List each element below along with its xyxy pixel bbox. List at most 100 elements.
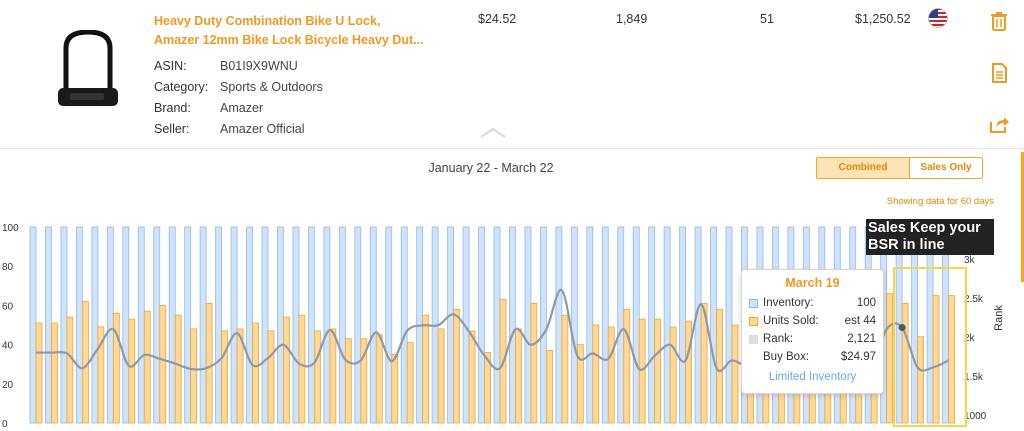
units-sold-bar — [901, 303, 909, 424]
inventory-bar — [493, 226, 501, 424]
inventory-bar — [524, 226, 532, 424]
brand-label: Brand: — [154, 101, 191, 115]
units-sold-bar — [51, 322, 58, 424]
date-range: January 22 - March 22 — [428, 161, 554, 175]
units-sold-bar — [252, 322, 259, 424]
product-title[interactable]: Heavy Duty Combination Bike U Lock, Amaz… — [154, 12, 454, 50]
units-sold-bar — [313, 330, 321, 424]
units-sold-bar — [932, 295, 940, 424]
product-title-line1[interactable]: Heavy Duty Combination Bike U Lock, — [154, 14, 381, 28]
seller-value: Amazer Official — [220, 122, 305, 136]
limited-inventory-link[interactable]: Limited Inventory — [768, 371, 857, 383]
product-details: ASIN: B01I9X9WNU Category: Sports & Outdoo… — [154, 56, 323, 140]
y-right-tick-label: 3k — [964, 255, 976, 266]
divider — [0, 148, 1024, 149]
inventory-bar — [354, 226, 362, 424]
y-left-tick-label: 0 — [2, 419, 8, 430]
units-sold-bar — [66, 316, 74, 424]
inventory-bar — [292, 226, 300, 424]
trash-icon[interactable] — [988, 10, 1010, 32]
inventory-bar — [29, 226, 37, 424]
inventory-bar — [617, 226, 625, 424]
inventory-bar — [199, 226, 207, 424]
tooltip-rank-label: Rank: — [763, 333, 794, 345]
inventory-bar — [663, 226, 671, 424]
inventory-bar — [632, 226, 640, 424]
units-sold-bar — [159, 305, 167, 424]
units-sold-bar — [97, 326, 105, 424]
toggle-sales-only-button[interactable]: Sales Only — [910, 158, 982, 178]
units-sold-bar — [654, 318, 662, 424]
inventory-bar — [277, 226, 284, 424]
rank-hover-point — [898, 324, 906, 332]
y-right-axis-label: Rank — [993, 305, 1005, 331]
units-sold-bar — [546, 350, 553, 424]
inventory-bar — [586, 226, 594, 424]
units-sold-bar — [174, 314, 182, 424]
inventory-bar — [710, 226, 717, 424]
inventory-bar — [184, 226, 192, 424]
y-left-tick-label: 20 — [2, 380, 14, 391]
inventory-bar — [385, 226, 393, 424]
annotation-line2: BSR in line — [868, 237, 945, 253]
units-sold-bar — [623, 308, 631, 424]
inventory-bar — [91, 226, 99, 424]
units-sold-bar — [468, 330, 476, 424]
chart-mode-toggle[interactable]: Combined Sales Only — [816, 157, 983, 179]
inventory-bar — [153, 226, 161, 424]
inventory-bar — [60, 226, 68, 424]
units-sold-bar — [205, 303, 213, 424]
product-title-line2[interactable]: Amazer 12mm Bike Lock Bicycle Heavy Dut.… — [154, 33, 424, 47]
inventory-bar — [122, 226, 130, 424]
inventory-bar — [478, 226, 485, 424]
tooltip-rank-value: 2,121 — [847, 333, 876, 345]
units-sold-bar — [360, 338, 368, 424]
toggle-combined-button[interactable]: Combined — [817, 158, 910, 178]
units-sold-bar — [530, 303, 538, 424]
units-swatch — [749, 316, 758, 326]
asin-label: ASIN: — [154, 59, 187, 73]
bike-lock-image — [58, 30, 118, 106]
units-sold-bar — [685, 320, 692, 424]
sales-chart[interactable]: 100 80 60 40 20 0 3k 2.5k 2k 1.5k 1000 Rank — [0, 205, 1020, 431]
units-sold-bar — [948, 295, 955, 424]
y-left-tick-label: 60 — [2, 301, 14, 312]
units-sold-bar — [917, 336, 924, 424]
inventory-bar — [509, 226, 516, 424]
inventory-bar — [648, 226, 656, 424]
units-sold-bar — [391, 353, 399, 424]
units-sold-bar — [82, 301, 89, 424]
showing-days-note: Showing data for 60 days — [886, 196, 994, 207]
inventory-bar — [570, 226, 578, 424]
units-sold-bar — [453, 308, 461, 424]
annotation-line1: Sales Keep your — [868, 220, 981, 236]
y-left-tick-label: 80 — [2, 262, 14, 273]
tooltip-buybox-label: Buy Box: — [763, 351, 810, 363]
y-right-tick-label: 2.5k — [964, 294, 984, 305]
annotation-callout: Sales Keep your BSR in line — [866, 219, 994, 255]
units-sold-bar — [329, 328, 337, 424]
product-row: Heavy Duty Combination Bike U Lock, Amaz… — [0, 0, 1024, 150]
y-right-tick-label: 2k — [964, 333, 976, 344]
share-icon[interactable] — [988, 113, 1010, 135]
bsr-value: 1,849 — [616, 12, 648, 26]
units-sold-bar — [437, 328, 445, 424]
units-sold-bar — [128, 318, 136, 424]
inventory-bar — [447, 226, 455, 424]
units-sold-bar — [283, 316, 290, 424]
price-value: $24.52 — [478, 12, 517, 26]
units-sold-bar — [143, 310, 151, 424]
inventory-bar — [168, 226, 176, 424]
inventory-bar — [307, 226, 315, 424]
inventory-bar — [679, 226, 686, 424]
document-icon[interactable] — [988, 62, 1010, 84]
highlight-box — [893, 267, 967, 427]
collapse-chevron-icon[interactable] — [478, 125, 508, 139]
units-sold-bar — [112, 312, 120, 424]
inventory-bar — [76, 226, 83, 424]
inventory-bar — [400, 226, 408, 424]
units-sold-bar — [267, 330, 275, 424]
scroll-accent[interactable] — [1021, 152, 1024, 282]
units-sold-bar — [700, 303, 708, 424]
units-sold-bar — [190, 328, 198, 424]
